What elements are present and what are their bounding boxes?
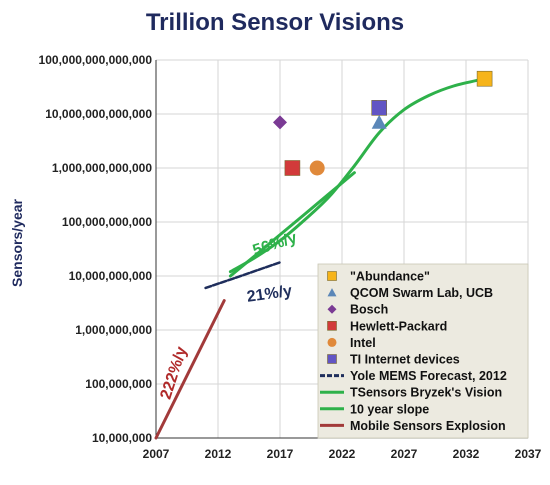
rate-annotation: 21%/y	[246, 283, 293, 306]
x-tick-label: 2027	[391, 447, 418, 461]
grid	[155, 59, 529, 439]
series-line-tsensors-bryzek-s-vision	[228, 77, 487, 274]
legend-key-hewlett-packard	[327, 320, 337, 331]
legend-label: Mobile Sensors Explosion	[350, 419, 506, 433]
legend-label: Yole MEMS Forecast, 2012	[350, 369, 507, 383]
series-line-10-year-slope	[228, 171, 356, 278]
x-tick-label: 2022	[329, 447, 356, 461]
legend-label: Hewlett-Packard	[350, 319, 447, 333]
rate-annotation: 222%/y	[158, 345, 191, 402]
y-tick-label: 100,000,000,000	[62, 215, 152, 229]
data-markers	[273, 70, 493, 176]
legend-key-abundance	[327, 271, 337, 281]
legend-label: QCOM Swarm Lab, UCB	[350, 286, 493, 300]
legend-key-bosch	[327, 304, 337, 314]
series-line-yole-mems-forecast-2012	[204, 261, 282, 290]
y-tick-label: 10,000,000,000,000	[45, 107, 152, 121]
data-point-ti-internet-devices	[371, 100, 388, 116]
legend-key-ti-internet-devices	[327, 354, 337, 364]
series-line-mobile-sensors-explosion	[154, 299, 226, 440]
y-tick-label: 10,000,000	[92, 431, 152, 445]
x-tick-label: 2017	[267, 447, 294, 461]
y-axis-label: Sensors/year	[9, 198, 25, 286]
y-tick-label: 1,000,000,000,000	[52, 161, 152, 175]
legend-label: TI Internet devices	[350, 353, 460, 367]
legend-key-qcom-swarm-lab-ucb	[327, 288, 337, 297]
legend: "Abundance" QCOM Swarm Lab, UCB Bosch Hewle…	[317, 263, 529, 439]
legend-label: Bosch	[350, 303, 388, 317]
legend-label: Intel	[350, 336, 376, 350]
y-tick-label: 100,000,000,000,000	[39, 53, 153, 67]
data-point-bosch	[273, 115, 287, 130]
axes: 2007 2012 2017 2022 2027 2032 2037 10,000,000 10…	[39, 53, 542, 461]
legend-label: "Abundance"	[350, 270, 430, 284]
x-tick-label: 2012	[205, 447, 232, 461]
x-tick-label: 2007	[143, 447, 170, 461]
rate-annotation: 56%/y	[251, 229, 299, 259]
data-point-hewlett-packard	[284, 160, 301, 176]
y-tick-label: 1,000,000,000	[75, 323, 152, 337]
series-lines	[154, 77, 487, 440]
legend-key-intel	[327, 337, 337, 347]
legend-label: TSensors Bryzek's Vision	[350, 386, 502, 400]
legend-label: 10 year slope	[350, 402, 429, 416]
x-tick-label: 2037	[515, 447, 542, 461]
data-point-abundance	[476, 70, 493, 87]
x-tick-label: 2032	[453, 447, 480, 461]
chart-title: Trillion Sensor Visions	[146, 9, 404, 36]
annotations: 222%/y 21%/y 56%/y	[158, 229, 300, 401]
y-tick-label: 100,000,000	[85, 377, 152, 391]
data-point-qcom-swarm-lab-ucb	[371, 114, 387, 129]
y-tick-label: 10,000,000,000	[69, 269, 153, 283]
data-point-intel	[309, 160, 325, 176]
legend-box	[317, 263, 529, 439]
